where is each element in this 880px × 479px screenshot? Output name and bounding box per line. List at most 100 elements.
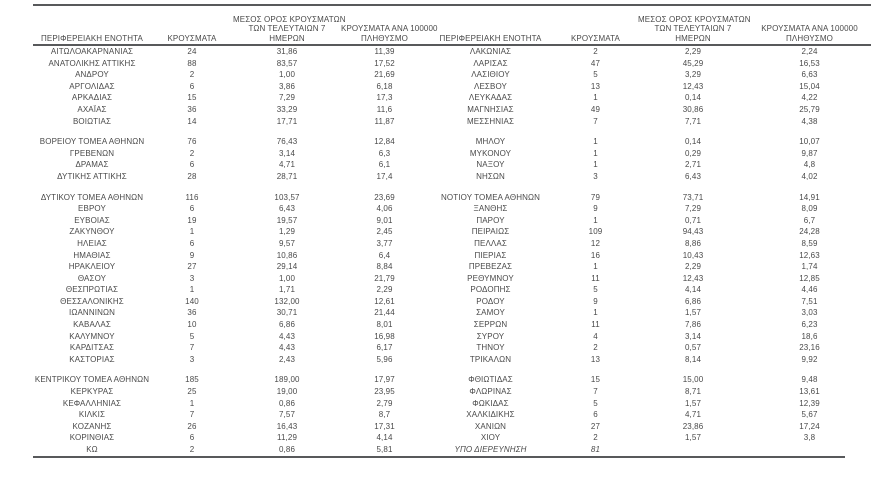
per100k-cell: 6,63 [801,70,818,80]
cases-cell: 1 [189,285,195,295]
avg7-cell: 8,86 [684,238,702,248]
table-row: ΖΑΚΥΝΘΟΥ 1 1,29 2,45 [33,226,428,238]
region-cell: ΛΑΣΙΘΙΟΥ [471,70,510,80]
table-row: ΙΩΑΝΝΙΝΩΝ 36 30,71 21,44 [33,307,428,319]
per100k-cell: 6,4 [378,250,391,260]
cases-cell: 1 [189,227,195,237]
per100k-cell: 8,01 [376,320,393,330]
per100k-cell: 11,6 [376,104,393,114]
cases-cell: 11 [591,320,600,330]
region-cell: ΛΕΥΚΑΔΑΣ [468,93,513,103]
cases-cell: 1 [593,148,598,158]
cases-cell: 6 [189,160,195,170]
cases-cell: 2 [189,445,195,454]
table-row: ΡΟΔΟΥ 9 6,86 7,51 [428,296,871,308]
region-cell: ΘΕΣΠΡΩΤΙΑΣ [65,285,119,295]
column-header-avg7-line2: ΤΩΝ ΤΕΛΕΥΤΑΙΩΝ 7 [248,24,326,34]
table-row: ΦΩΚΙΔΑΣ 5 1,57 12,39 [428,398,871,410]
region-cell: ΚΕΡΚΥΡΑΣ [70,387,114,397]
table-row: ΛΕΥΚΑΔΑΣ 1 0,14 4,22 [428,92,871,104]
region-cell: ΜΗΛΟΥ [475,137,506,147]
cases-cell: 7 [189,343,195,353]
cases-cell: 2 [593,433,598,443]
table-row: ΑΙΤΩΛΟΑΚΑΡΝΑΝΙΑΣ 24 31,86 11,39 [33,46,428,58]
region-cell: ΘΑΣΟΥ [77,273,107,283]
table-bottom-border [33,456,845,458]
table-top-border [33,4,871,6]
table-row: ΚΑΛΥΜΝΟΥ 5 4,43 16,98 [33,331,428,343]
region-cell: ΦΩΚΙΔΑΣ [472,398,509,408]
per100k-cell: 6,3 [378,148,391,158]
per100k-cell: 7,51 [801,296,818,306]
table-header: ΠΕΡΙΦΕΡΕΙΑΚΗ ΕΝΟΤΗΤΑ ΚΡΟΥΣΜΑΤΑ ΜΕΣΟΣ ΟΡΟ… [33,6,438,46]
column-header-region: ΠΕΡΙΦΕΡΕΙΑΚΗ ΕΝΟΤΗΤΑ [439,33,542,43]
region-cell: ΗΡΑΚΛΕΙΟΥ [68,262,116,272]
table-row: ΣΑΜΟΥ 1 1,57 3,03 [428,307,871,319]
table-row: ΚΕΦΑΛΛΗΝΙΑΣ 1 0,86 2,79 [33,398,428,410]
region-cell: ΣΕΡΡΩΝ [473,320,508,330]
region-cell: ΑΧΑΪΑΣ [77,104,107,114]
per100k-cell: 17,97 [374,375,395,385]
table-row: ΧΑΛΚΙΔΙΚΗΣ 6 4,71 5,67 [428,409,871,421]
table-row: ΦΛΩΡΙΝΑΣ 7 8,71 13,61 [428,386,871,398]
per100k-cell: 5,67 [801,410,818,420]
cases-cell: 49 [590,104,601,114]
table-row: ΚΑΣΤΟΡΙΑΣ 3 2,43 5,96 [33,354,428,366]
region-cell: ΡΟΔΟΥ [476,296,505,306]
avg7-cell: 1,71 [278,285,296,295]
table-row: ΚΟΡΙΝΘΙΑΣ 6 11,29 4,14 [33,432,428,444]
cases-cell: 26 [187,421,197,431]
avg7-cell: 31,86 [276,47,298,56]
cases-cell: 12 [590,238,601,248]
column-header-per100k-line1: ΚΡΟΥΣΜΑΤΑ ΑΝΑ 100000 [341,24,438,34]
per100k-cell: 5,96 [376,354,393,364]
group-spacer [33,127,428,136]
region-cell: ΛΑΡΙΣΑΣ [473,58,508,68]
avg7-cell: 3,86 [278,81,296,91]
per100k-cell: 4,02 [801,171,818,181]
region-cell: ΔΥΤΙΚΗΣ ΑΤΤΙΚΗΣ [57,171,127,181]
cases-cell: 6 [189,81,195,91]
avg7-cell: 4,43 [278,343,296,353]
per100k-cell: 10,07 [799,137,820,147]
avg7-cell: 17,71 [276,116,298,126]
cases-cell: 6 [189,238,195,248]
table-header: ΠΕΡΙΦΕΡΕΙΑΚΗ ΕΝΟΤΗΤΑ ΚΡΟΥΣΜΑΤΑ ΜΕΣΟΣ ΟΡΟ… [428,6,871,46]
table-body-right: ΛΑΚΩΝΙΑΣ 2 2,29 2,24 ΛΑΡΙΣΑΣ 47 45,29 16,53 ΛΑΣΙ… [428,46,871,456]
per100k-cell: 5,81 [376,445,393,454]
region-cell: ΛΕΣΒΟΥ [474,81,507,91]
cases-cell: 27 [590,421,601,431]
per100k-cell: 9,87 [801,148,818,158]
per100k-cell: 1,74 [801,262,818,272]
table-row: ΥΠΟ ΔΙΕΡΕΥΝΗΣΗ 81 [428,444,871,456]
table-row: ΜΥΚΟΝΟΥ 1 0,29 9,87 [428,148,871,160]
avg7-cell: 16,43 [276,421,298,431]
cases-cell: 10 [187,320,197,330]
table-row: ΣΥΡΟΥ 4 3,14 18,6 [428,331,871,343]
table-row: ΔΡΑΜΑΣ 6 4,71 6,1 [33,159,428,171]
region-cell: ΠΙΕΡΙΑΣ [474,250,507,260]
region-cell: ΚΑΣΤΟΡΙΑΣ [69,354,115,364]
region-cell: ΔΥΤΙΚΟΥ ΤΟΜΕΑ ΑΘΗΝΩΝ [40,192,144,202]
per100k-cell: 21,44 [374,308,395,318]
table-row: ΠΕΛΛΑΣ 12 8,86 8,59 [428,238,871,250]
table-row: ΛΕΣΒΟΥ 13 12,43 15,04 [428,81,871,93]
avg7-cell: 0,71 [684,215,702,225]
per100k-cell: 12,84 [374,137,395,147]
table-row: ΗΡΑΚΛΕΙΟΥ 27 29,14 8,84 [33,261,428,273]
avg7-cell: 11,29 [276,433,298,443]
cases-cell: 79 [590,192,601,202]
region-cell: ΜΥΚΟΝΟΥ [469,148,512,158]
avg7-cell: 4,43 [278,331,296,341]
cases-cell: 1 [593,262,598,272]
cases-cell: 116 [185,192,199,202]
avg7-cell: 0,29 [684,148,702,158]
region-cell: ΑΡΚΑΔΙΑΣ [71,93,113,103]
cases-cell: 1 [593,215,598,225]
avg7-cell: 10,86 [276,250,298,260]
avg7-cell: 6,86 [684,296,702,306]
region-cell: ΑΝΑΤΟΛΙΚΗΣ ΑΤΤΙΚΗΣ [48,58,136,68]
per100k-cell: 6,17 [376,343,393,353]
per100k-cell: 12,61 [374,296,395,306]
cases-table-right: ΠΕΡΙΦΕΡΕΙΑΚΗ ΕΝΟΤΗΤΑ ΚΡΟΥΣΜΑΤΑ ΜΕΣΟΣ ΟΡΟ… [428,6,871,456]
